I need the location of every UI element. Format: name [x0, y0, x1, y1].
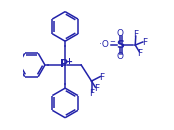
- Text: F: F: [99, 73, 104, 82]
- Text: F: F: [138, 48, 143, 58]
- Text: +: +: [65, 57, 72, 66]
- Text: F: F: [94, 84, 99, 93]
- Text: O: O: [116, 52, 123, 61]
- Text: F: F: [142, 38, 147, 47]
- Text: S: S: [116, 40, 124, 50]
- Text: ·O: ·O: [99, 40, 109, 49]
- Text: F: F: [89, 89, 94, 98]
- Text: F: F: [133, 30, 139, 39]
- Text: P: P: [60, 59, 69, 69]
- Text: −: −: [109, 39, 115, 45]
- Text: O: O: [116, 29, 123, 38]
